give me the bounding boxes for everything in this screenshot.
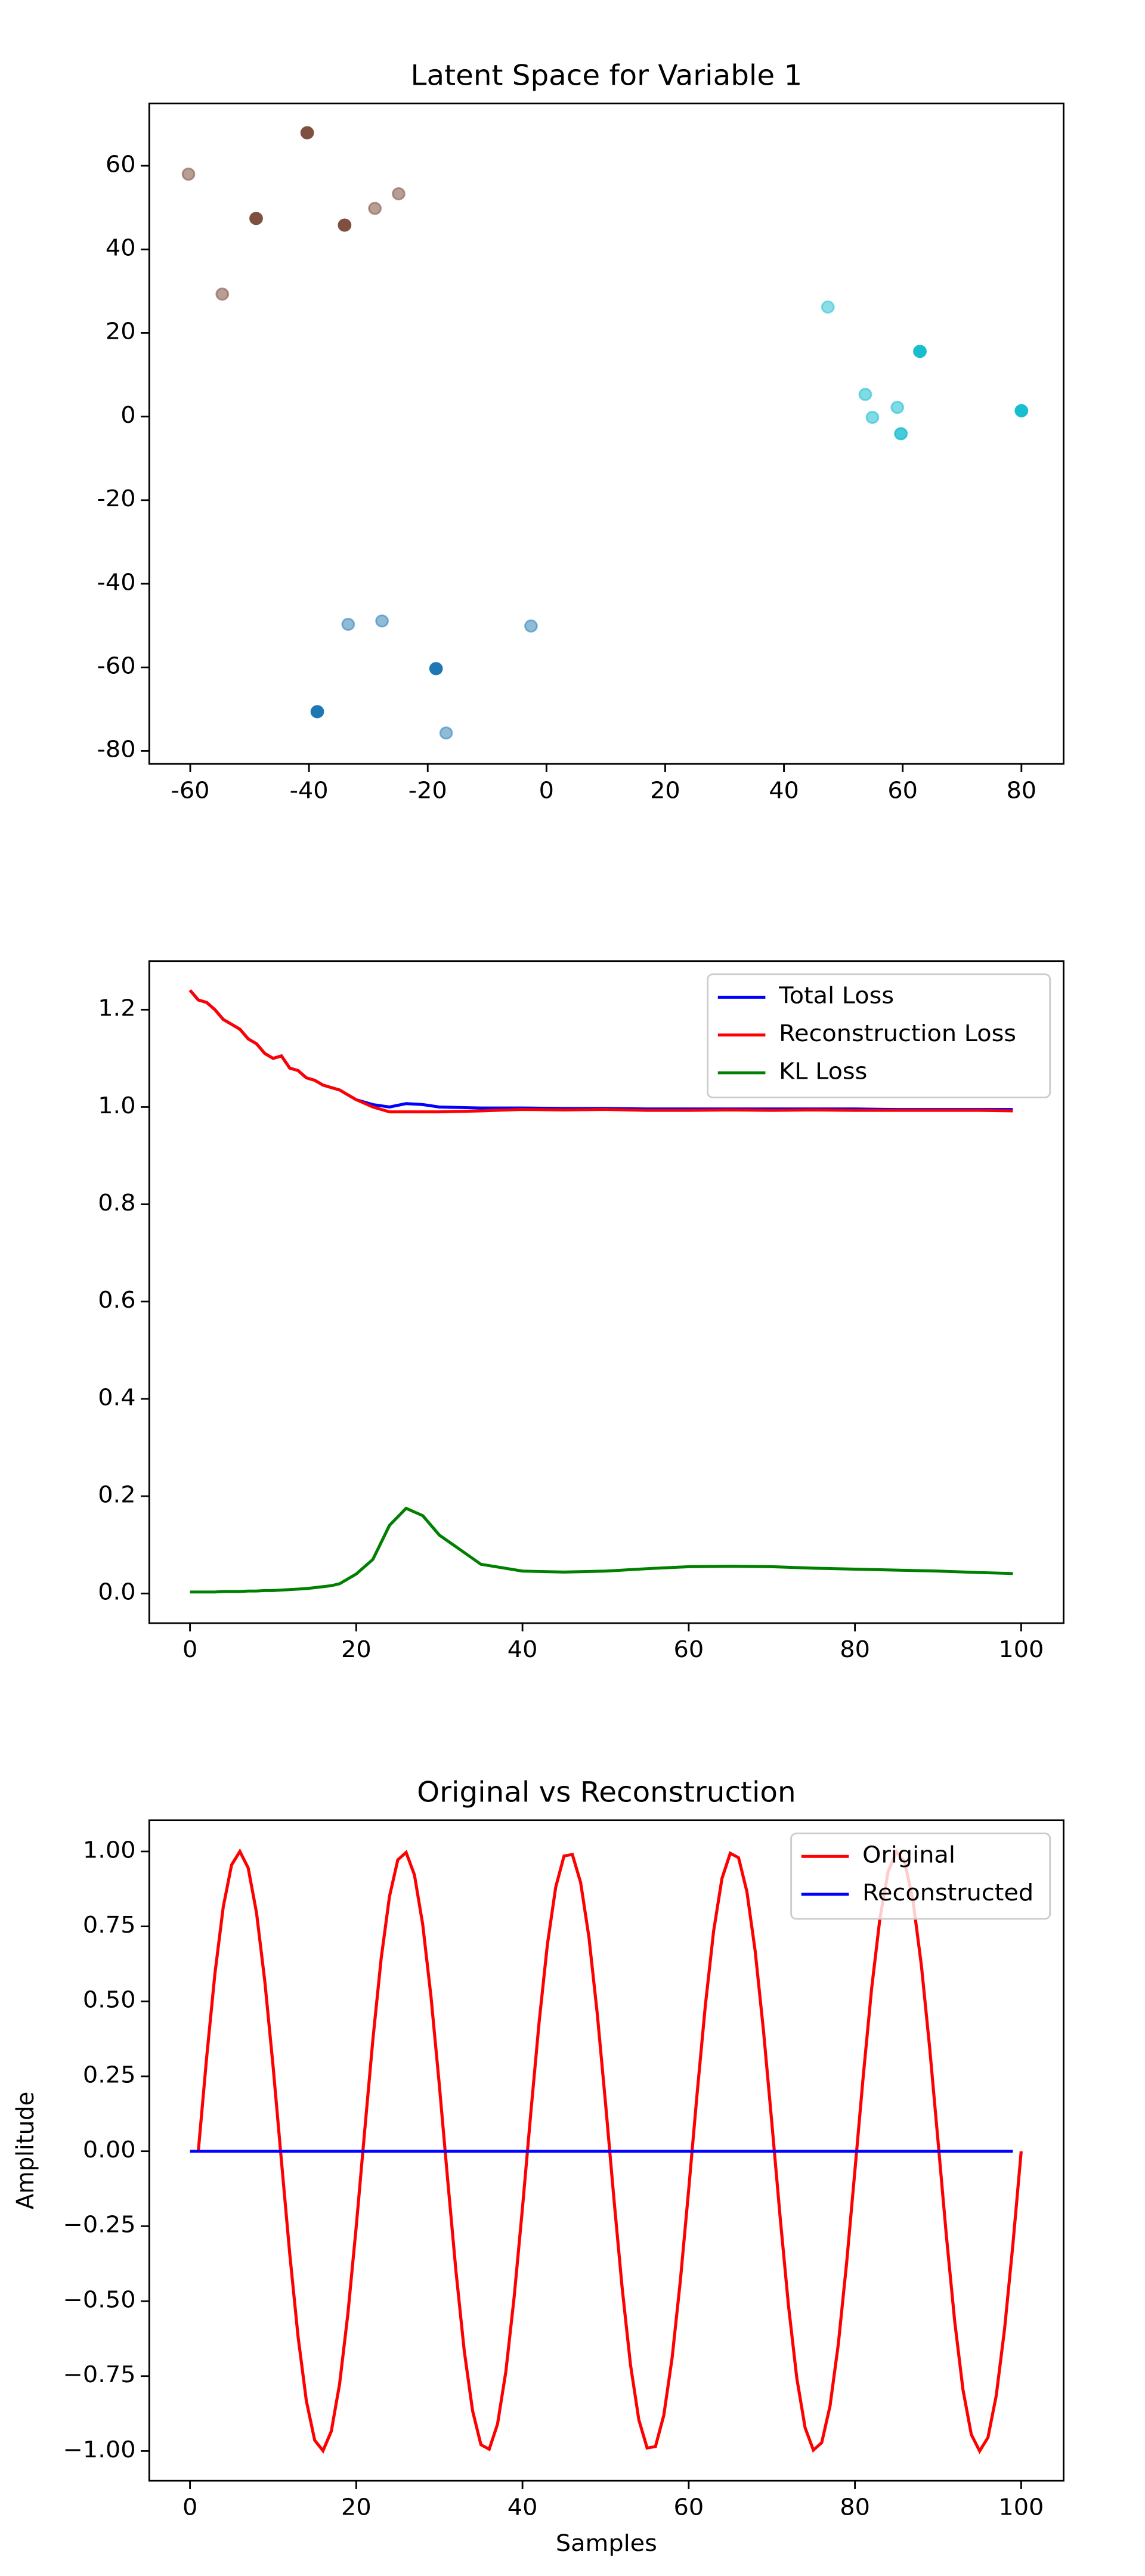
x-tick-label: 40: [769, 778, 799, 804]
line: [190, 1506, 1013, 1594]
y-tick-label: -80: [97, 736, 136, 763]
y-tick-label: 0.50: [83, 1987, 136, 2013]
y-axis-label: Amplitude: [13, 2092, 40, 2210]
line: [188, 989, 1013, 1114]
y-tick-label: 60: [106, 151, 136, 178]
y-tick-label: −0.75: [63, 2362, 136, 2388]
point: [392, 187, 406, 201]
chart-title: Latent Space for Variable 1: [411, 60, 803, 92]
x-axis-label: Samples: [556, 2531, 657, 2557]
point: [894, 427, 908, 441]
legend: [790, 1832, 1051, 1920]
y-tick-label: 0.2: [98, 1482, 135, 1508]
x-tick-label: 100: [998, 2494, 1044, 2521]
point: [1014, 404, 1029, 417]
y-tick-label: −1.00: [63, 2436, 136, 2463]
plot-frame: [148, 1819, 1064, 2482]
x-tick-label: 100: [998, 1637, 1044, 1663]
y-tick-label: 1.00: [83, 1837, 136, 1863]
y-tick-label: 0.6: [98, 1287, 135, 1314]
x-tick-label: 20: [341, 2494, 372, 2521]
point: [429, 662, 443, 676]
legend-label: Total Loss: [778, 983, 894, 1009]
y-tick-label: 0.8: [98, 1190, 135, 1216]
x-tick-label: 20: [341, 1637, 372, 1663]
x-tick-label: 40: [507, 2494, 538, 2521]
point: [215, 287, 230, 301]
x-tick-label: 0: [182, 2494, 197, 2521]
legend-label: Reconstruction Loss: [779, 1021, 1016, 1047]
point: [181, 168, 196, 181]
x-tick-label: 60: [674, 1637, 704, 1663]
plot-frame: [148, 103, 1064, 765]
legend-label: KL Loss: [779, 1058, 867, 1085]
point: [341, 617, 355, 631]
y-tick-label: −0.50: [63, 2287, 136, 2313]
y-tick-label: −0.25: [63, 2212, 136, 2238]
x-tick-label: 0: [182, 1637, 197, 1663]
y-tick-label: -60: [97, 653, 136, 679]
point: [865, 410, 880, 425]
y-tick-label: -20: [97, 486, 136, 512]
point: [368, 202, 382, 215]
point: [300, 126, 314, 140]
x-tick-label: 20: [650, 778, 680, 804]
legend: [707, 973, 1051, 1098]
x-tick-label: 0: [539, 778, 554, 804]
point: [439, 726, 453, 740]
plot-frame: [148, 960, 1064, 1624]
y-tick-label: 0: [120, 402, 135, 429]
y-tick-label: 20: [106, 318, 136, 345]
point: [524, 619, 538, 633]
point: [338, 218, 352, 232]
x-tick-label: 60: [887, 778, 918, 804]
x-tick-label: -60: [171, 778, 209, 804]
point: [249, 212, 263, 225]
legend-label: Original: [862, 1842, 955, 1868]
point: [821, 300, 835, 314]
y-tick-label: -40: [97, 569, 136, 596]
point: [913, 345, 927, 358]
x-tick-label: 40: [507, 1637, 538, 1663]
y-tick-label: 0.4: [98, 1385, 135, 1411]
chart-title: Original vs Reconstruction: [417, 1776, 796, 1809]
y-tick-label: 40: [106, 235, 136, 261]
y-tick-label: 1.0: [98, 1092, 135, 1119]
point: [890, 401, 905, 414]
point: [375, 614, 389, 628]
y-tick-label: 1.2: [98, 995, 135, 1021]
legend-label: Reconstructed: [862, 1880, 1033, 1906]
y-tick-label: 0.25: [83, 2062, 136, 2088]
x-tick-label: 80: [840, 1637, 870, 1663]
x-tick-label: 80: [1006, 778, 1036, 804]
x-tick-label: -40: [290, 778, 329, 804]
y-tick-label: 0.75: [83, 1912, 136, 1939]
y-tick-label: 0.00: [83, 2137, 136, 2163]
x-tick-label: 60: [674, 2494, 704, 2521]
point: [858, 388, 872, 401]
x-tick-label: -20: [409, 778, 447, 804]
point: [310, 705, 324, 719]
y-tick-label: 0.0: [98, 1579, 135, 1605]
x-tick-label: 80: [840, 2494, 870, 2521]
